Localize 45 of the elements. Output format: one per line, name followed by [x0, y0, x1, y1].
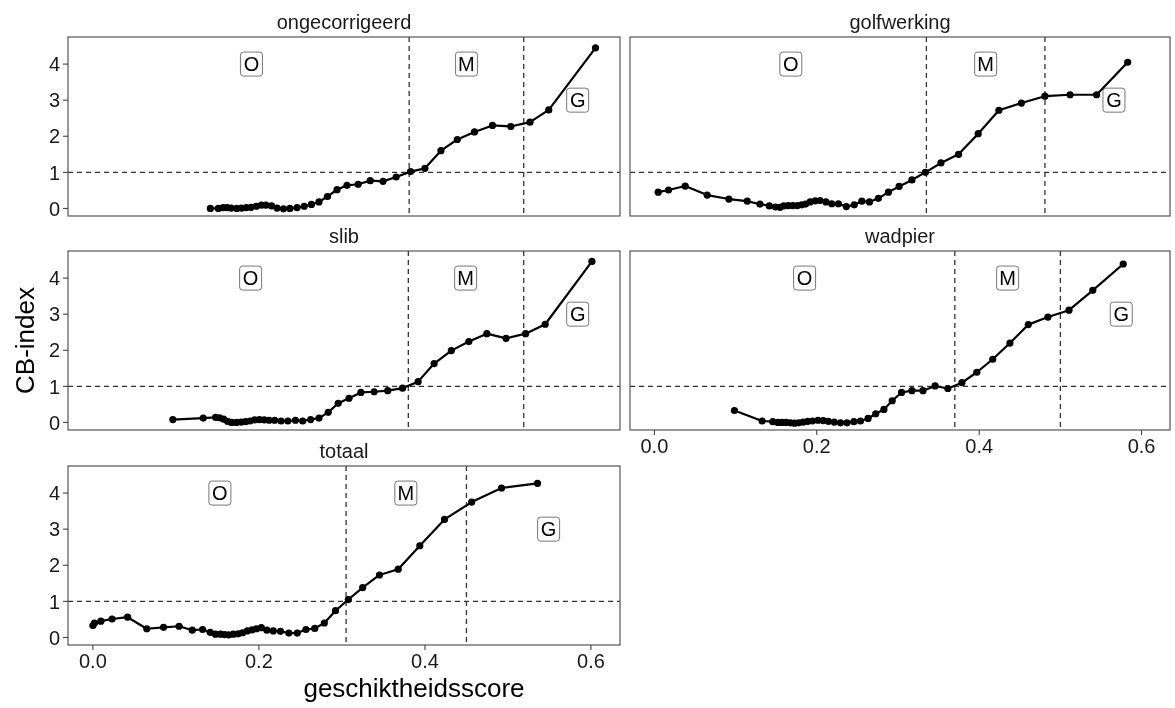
y-tick-label: 3: [48, 89, 60, 112]
annotation: M: [999, 267, 1016, 290]
annotation: G: [1113, 303, 1130, 326]
annotation: G: [569, 303, 586, 326]
chart-title: wadpier: [863, 225, 936, 247]
x-tick-label: 0.6: [1127, 435, 1156, 457]
annotation: O: [796, 267, 813, 290]
annotation: G: [569, 89, 586, 112]
chart-title: golfwerking: [849, 11, 951, 33]
x-tick-label: 0.0: [79, 650, 107, 672]
x-tick-label: 0.4: [965, 435, 994, 457]
y-tick-label: 1: [48, 161, 60, 184]
y-tick-label: 4: [48, 267, 60, 290]
annotation: M: [977, 53, 995, 76]
x-tick-label: 0.2: [245, 650, 273, 672]
y-tick-label: 2: [48, 339, 60, 362]
x-tick-label: 0.4: [411, 650, 439, 672]
y-tick-label: 0: [48, 197, 60, 220]
annotation: M: [397, 482, 415, 505]
y-tick-label: 3: [48, 518, 60, 541]
y-tick-label: 0: [48, 626, 60, 649]
y-tick-label: 2: [48, 125, 60, 148]
y-tick-label: 1: [48, 375, 60, 398]
x-tick-label: 0.2: [802, 435, 831, 457]
x-axis-title: geschiktheidsscore: [303, 673, 525, 703]
y-axis-title: CB-index: [10, 287, 40, 394]
x-tick-label: 0.6: [577, 650, 605, 672]
y-tick-label: 2: [48, 554, 60, 577]
annotation: O: [243, 53, 260, 76]
annotation: G: [1106, 89, 1122, 112]
chart-title: slib: [328, 225, 360, 247]
annotation: O: [212, 482, 228, 505]
y-tick-label: 1: [48, 590, 60, 613]
chart-title: totaal: [319, 440, 369, 462]
chart-title: ongecorrigeerd: [276, 11, 412, 33]
annotation: M: [457, 267, 474, 290]
annotation: O: [783, 53, 799, 76]
annotation: O: [242, 267, 259, 290]
y-tick-label: 4: [48, 53, 60, 76]
annotation: M: [458, 53, 475, 76]
annotation: G: [540, 518, 557, 541]
y-tick-label: 3: [48, 303, 60, 326]
y-tick-label: 0: [48, 411, 60, 434]
y-tick-label: 4: [48, 482, 60, 505]
x-tick-label: 0.0: [640, 435, 669, 457]
